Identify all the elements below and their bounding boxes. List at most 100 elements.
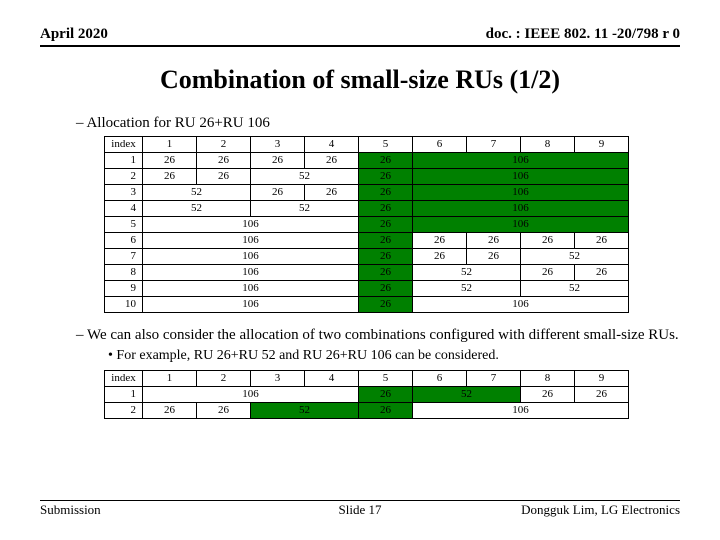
ru-cell: 26 (359, 403, 413, 419)
row-index: 4 (105, 201, 143, 217)
index-header: index (105, 371, 143, 387)
allocation-table-1: index12345678912626262626106226265226106… (104, 136, 629, 313)
header-doc: doc. : IEEE 802. 11 -20/798 r 0 (486, 26, 680, 43)
ru-cell: 106 (143, 249, 359, 265)
ru-cell: 106 (143, 265, 359, 281)
table-2-wrap: index123456789110626522626226265226106 (104, 370, 680, 419)
ru-cell: 26 (359, 185, 413, 201)
table-row: 352262626106 (105, 185, 629, 201)
ru-cell: 52 (413, 265, 521, 281)
ru-cell: 26 (251, 185, 305, 201)
ru-cell: 26 (575, 265, 629, 281)
row-index: 7 (105, 249, 143, 265)
row-index: 1 (105, 387, 143, 403)
row-index: 5 (105, 217, 143, 233)
slide-title: Combination of small-size RUs (1/2) (40, 65, 680, 95)
ru-cell: 26 (359, 233, 413, 249)
slide-header: April 2020 doc. : IEEE 802. 11 -20/798 r… (40, 26, 680, 47)
ru-cell: 106 (413, 217, 629, 233)
row-index: 6 (105, 233, 143, 249)
ru-cell: 52 (413, 281, 521, 297)
ru-cell: 106 (143, 297, 359, 313)
ru-cell: 26 (413, 233, 467, 249)
col-header: 5 (359, 137, 413, 153)
ru-cell: 26 (359, 249, 413, 265)
table-1-wrap: index12345678912626262626106226265226106… (104, 136, 680, 313)
row-index: 8 (105, 265, 143, 281)
col-header: 7 (467, 371, 521, 387)
col-header: 9 (575, 137, 629, 153)
ru-cell: 26 (305, 153, 359, 169)
table-row: 4525226106 (105, 201, 629, 217)
ru-cell: 26 (143, 403, 197, 419)
col-header: 5 (359, 371, 413, 387)
col-header: 4 (305, 137, 359, 153)
ru-cell: 52 (251, 169, 359, 185)
ru-cell: 26 (467, 249, 521, 265)
section-1-heading: Allocation for RU 26+RU 106 (76, 115, 680, 132)
ru-cell: 26 (359, 169, 413, 185)
ru-cell: 26 (521, 233, 575, 249)
ru-cell: 26 (197, 403, 251, 419)
row-index: 10 (105, 297, 143, 313)
table-row: 1010626106 (105, 297, 629, 313)
ru-cell: 26 (143, 153, 197, 169)
ru-cell: 52 (413, 387, 521, 403)
ru-cell: 52 (251, 403, 359, 419)
ru-cell: 26 (143, 169, 197, 185)
ru-cell: 106 (143, 387, 359, 403)
col-header: 7 (467, 137, 521, 153)
ru-cell: 52 (143, 201, 251, 217)
col-header: 4 (305, 371, 359, 387)
col-header: 1 (143, 137, 197, 153)
ru-cell: 26 (413, 249, 467, 265)
ru-cell: 106 (143, 233, 359, 249)
table-row: 110626522626 (105, 387, 629, 403)
ru-cell: 26 (467, 233, 521, 249)
ru-cell: 26 (521, 265, 575, 281)
col-header: 6 (413, 371, 467, 387)
ru-cell: 26 (359, 153, 413, 169)
row-index: 3 (105, 185, 143, 201)
allocation-table-2: index123456789110626522626226265226106 (104, 370, 629, 419)
ru-cell: 106 (413, 185, 629, 201)
header-date: April 2020 (40, 26, 108, 43)
col-header: 2 (197, 137, 251, 153)
ru-cell: 106 (413, 403, 629, 419)
table-row: 61062626262626 (105, 233, 629, 249)
table-row: 12626262626106 (105, 153, 629, 169)
ru-cell: 52 (251, 201, 359, 217)
ru-cell: 52 (143, 185, 251, 201)
col-header: 8 (521, 137, 575, 153)
ru-cell: 26 (359, 297, 413, 313)
section-2-bullet: For example, RU 26+RU 52 and RU 26+RU 10… (108, 348, 680, 364)
index-header: index (105, 137, 143, 153)
ru-cell: 26 (521, 387, 575, 403)
col-header: 1 (143, 371, 197, 387)
table-row: 810626522626 (105, 265, 629, 281)
col-header: 8 (521, 371, 575, 387)
row-index: 2 (105, 403, 143, 419)
ru-cell: 26 (359, 217, 413, 233)
ru-cell: 26 (197, 169, 251, 185)
ru-cell: 52 (521, 281, 629, 297)
ru-cell: 26 (359, 281, 413, 297)
ru-cell: 26 (359, 265, 413, 281)
ru-cell: 26 (575, 233, 629, 249)
col-header: 6 (413, 137, 467, 153)
row-index: 2 (105, 169, 143, 185)
ru-cell: 52 (521, 249, 629, 265)
section-2-text: We can also consider the allocation of t… (76, 327, 680, 344)
ru-cell: 106 (413, 169, 629, 185)
row-index: 1 (105, 153, 143, 169)
ru-cell: 26 (575, 387, 629, 403)
col-header: 3 (251, 371, 305, 387)
footer-slide-number: Slide 17 (40, 502, 680, 518)
ru-cell: 106 (143, 281, 359, 297)
ru-cell: 26 (359, 387, 413, 403)
ru-cell: 106 (413, 201, 629, 217)
ru-cell: 26 (305, 185, 359, 201)
col-header: 3 (251, 137, 305, 153)
ru-cell: 106 (143, 217, 359, 233)
table-row: 226265226106 (105, 169, 629, 185)
